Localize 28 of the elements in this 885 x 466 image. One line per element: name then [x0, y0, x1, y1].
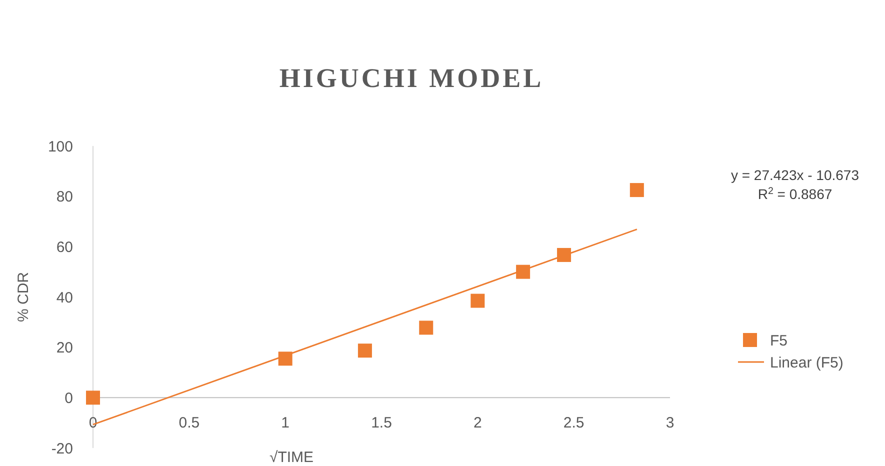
y-tick-label: 60 — [56, 238, 73, 256]
y-tick-label: 0 — [64, 390, 73, 407]
y-axis-title: % CDR — [15, 272, 32, 322]
chart-title: HIGUCHI MODEL — [279, 63, 544, 93]
x-tick-label: 1.5 — [371, 414, 392, 432]
y-tick-label: 20 — [56, 340, 73, 357]
text: R$^{2}$ = 0.8867 — [758, 186, 832, 202]
x-tick-label: 3 — [666, 414, 674, 432]
x-tick-label: 0.5 — [178, 414, 200, 432]
legend-label: Linear (F5) — [770, 354, 844, 372]
text: y = 27.423x - 10.673 — [730, 167, 860, 183]
y-tick-label: 80 — [56, 188, 73, 206]
point — [630, 183, 644, 198]
point — [516, 264, 530, 279]
x-tick-label: 2.5 — [563, 414, 584, 432]
point — [86, 390, 100, 405]
point — [278, 352, 292, 366]
y-tick-label: -20 — [51, 440, 73, 458]
y-tick-label: 40 — [56, 289, 73, 306]
x-tick-label: 2 — [473, 414, 482, 432]
point — [358, 344, 372, 358]
legend-label: F5 — [770, 332, 788, 350]
point — [557, 248, 572, 262]
y-tick-label: 100 — [48, 138, 73, 156]
point — [470, 294, 485, 308]
x-tick-label: 1 — [281, 414, 290, 432]
point — [419, 320, 434, 335]
x-axis-title: √TIME — [269, 449, 314, 466]
